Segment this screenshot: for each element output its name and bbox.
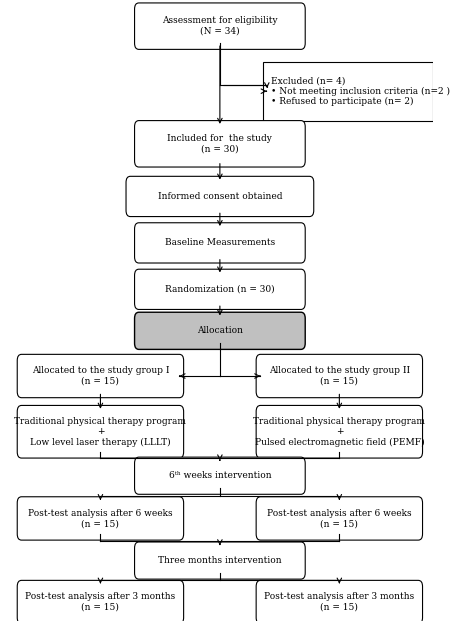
FancyBboxPatch shape: [17, 497, 183, 540]
FancyBboxPatch shape: [256, 355, 422, 397]
FancyBboxPatch shape: [256, 580, 422, 622]
FancyBboxPatch shape: [17, 580, 183, 622]
Text: Informed consent obtained: Informed consent obtained: [158, 192, 282, 201]
Text: Randomization (n = 30): Randomization (n = 30): [165, 285, 275, 294]
Text: Allocated to the study group I
(n = 15): Allocated to the study group I (n = 15): [32, 366, 169, 386]
Text: Post-test analysis after 3 months
(n = 15): Post-test analysis after 3 months (n = 1…: [25, 592, 175, 611]
Text: Traditional physical therapy program
+
Pulsed electromagnetic field (PEMF): Traditional physical therapy program + P…: [253, 417, 425, 447]
FancyBboxPatch shape: [135, 223, 305, 263]
Text: Post-test analysis after 3 months
(n = 15): Post-test analysis after 3 months (n = 1…: [264, 592, 414, 611]
Text: Allocated to the study group II
(n = 15): Allocated to the study group II (n = 15): [269, 366, 410, 386]
Text: Post-test analysis after 6 weeks
(n = 15): Post-test analysis after 6 weeks (n = 15…: [267, 509, 411, 528]
FancyBboxPatch shape: [17, 406, 183, 458]
FancyBboxPatch shape: [126, 176, 314, 216]
FancyBboxPatch shape: [135, 457, 305, 494]
Text: Baseline Measurements: Baseline Measurements: [165, 238, 275, 248]
FancyBboxPatch shape: [135, 3, 305, 49]
FancyBboxPatch shape: [256, 406, 422, 458]
Text: Assessment for eligibility
(N = 34): Assessment for eligibility (N = 34): [162, 16, 278, 36]
FancyBboxPatch shape: [135, 542, 305, 579]
FancyBboxPatch shape: [263, 62, 433, 121]
Text: Post-test analysis after 6 weeks
(n = 15): Post-test analysis after 6 weeks (n = 15…: [28, 509, 173, 528]
FancyBboxPatch shape: [135, 121, 305, 167]
Text: Three months intervention: Three months intervention: [158, 556, 282, 565]
Text: Excluded (n= 4)
• Not meeting inclusion criteria (n=2 )
• Refused to participate: Excluded (n= 4) • Not meeting inclusion …: [271, 76, 450, 106]
Text: Traditional physical therapy program
+
Low level laser therapy (LLLT): Traditional physical therapy program + L…: [14, 417, 186, 447]
Text: Allocation: Allocation: [197, 327, 243, 335]
FancyBboxPatch shape: [256, 497, 422, 540]
Text: 6ᵗʰ weeks intervention: 6ᵗʰ weeks intervention: [169, 471, 271, 480]
FancyBboxPatch shape: [17, 355, 183, 397]
FancyBboxPatch shape: [135, 312, 305, 350]
FancyBboxPatch shape: [135, 269, 305, 310]
Text: Included for  the study
(n = 30): Included for the study (n = 30): [167, 134, 273, 154]
